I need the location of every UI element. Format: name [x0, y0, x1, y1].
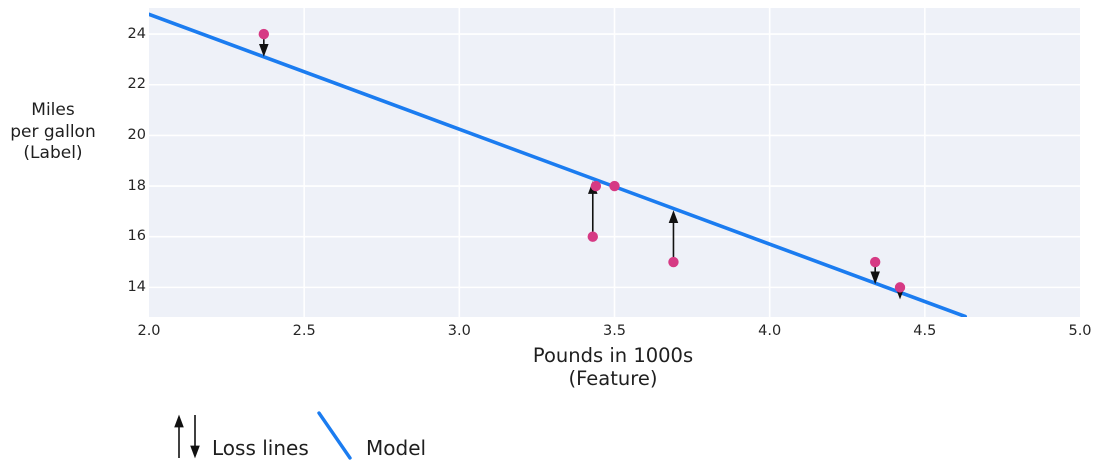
model-line — [149, 12, 967, 317]
data-point — [894, 282, 906, 293]
y-axis-title-line: Miles — [31, 100, 75, 120]
model-line-icon — [317, 411, 352, 460]
y-tick-label: 20 — [127, 126, 146, 143]
x-tick-label: 3.0 — [447, 323, 471, 339]
loss-arrows — [259, 39, 905, 300]
y-tick-label: 14 — [127, 278, 146, 295]
gridlines — [149, 8, 1080, 317]
y-axis-title-line: (Label) — [23, 143, 83, 163]
x-tick-label: 2.0 — [137, 323, 161, 339]
y-tick-label: 16 — [127, 228, 146, 245]
data-point — [258, 28, 270, 40]
legend-label-loss-lines: Loss lines — [212, 436, 309, 460]
plot-area — [149, 8, 1080, 317]
data-point — [869, 256, 881, 268]
x-tick-label: 5.0 — [1068, 323, 1092, 339]
y-tick-label: 22 — [127, 76, 146, 93]
legend-label-model: Model — [366, 436, 427, 460]
x-axis-title-line: (Feature) — [568, 367, 658, 390]
x-tick-label: 4.0 — [758, 323, 782, 339]
y-tick-label: 18 — [127, 177, 146, 194]
model-line-segment — [149, 12, 967, 317]
x-tick-label: 4.5 — [913, 323, 937, 339]
y-axis-title-line: per gallon — [10, 121, 96, 142]
data-point — [668, 256, 679, 268]
x-axis-title-line: Pounds in 1000s — [532, 344, 694, 367]
data-points — [258, 28, 906, 293]
loss-lines-arrows-icon — [174, 414, 200, 459]
y-tick-label: 24 — [127, 25, 146, 42]
data-point — [590, 180, 602, 192]
x-axis-title: Pounds in 1000s (Feature) — [463, 344, 763, 390]
data-point — [609, 180, 620, 192]
data-point — [587, 231, 598, 242]
y-axis-title: Miles per gallon (Label) — [2, 100, 104, 165]
x-tick-label: 2.5 — [292, 323, 316, 339]
x-tick-label: 3.5 — [602, 323, 627, 339]
